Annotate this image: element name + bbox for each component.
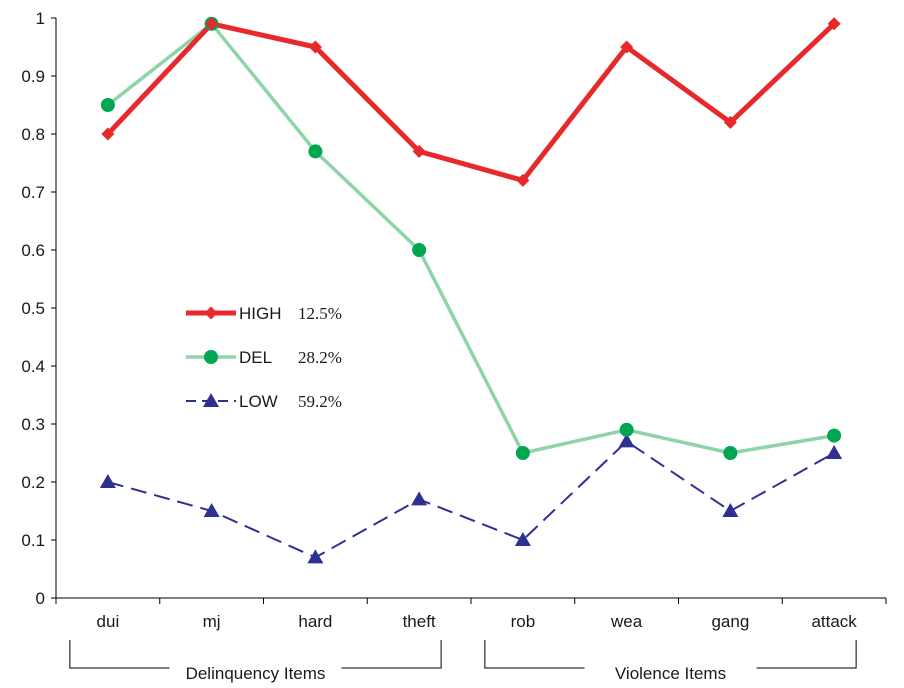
point-del-wea [619, 422, 634, 437]
point-del-theft [412, 243, 427, 257]
legend-percent-low: 59.2% [298, 392, 342, 411]
legend-label-low: LOW [239, 392, 278, 411]
point-high-dui [101, 127, 115, 141]
series-line-del [106, 22, 835, 455]
legend-label-high: HIGH [239, 304, 282, 323]
point-del-rob [515, 446, 530, 460]
series-line-low [107, 440, 835, 559]
point-del-dui [100, 98, 115, 112]
y-tick-label: 0 [36, 589, 45, 608]
legend-item-low: LOW 59.2% [186, 392, 342, 411]
legend-marker-high [204, 306, 218, 320]
x-tick-label-mj: mj [203, 612, 221, 631]
group-brackets: Delinquency Items Violence Items [69, 640, 857, 683]
legend-marker-low [203, 393, 219, 407]
x-tick-label-attack: attack [811, 612, 857, 631]
point-del-hard [308, 144, 323, 159]
group-bracket-left [69, 640, 170, 669]
point-del-attack [827, 428, 842, 443]
point-high-theft [412, 144, 426, 158]
group-bracket-right [756, 640, 857, 669]
legend-percent-del: 28.2% [298, 348, 342, 367]
y-tick-label: 1 [36, 9, 45, 28]
point-high-gang [723, 115, 737, 129]
y-tick-label: 0.3 [21, 415, 45, 434]
legend: HIGH 12.5% DEL 28.2% LOW 59.2% [186, 304, 342, 411]
y-axis: 0 0.1 0.2 0.3 0.4 0.5 0.6 0.7 0.8 0.9 1 [21, 9, 57, 608]
legend-label-del: DEL [239, 348, 272, 367]
legend-item-high: HIGH 12.5% [186, 304, 342, 323]
series-markers [99, 16, 843, 564]
series-lines [106, 21, 836, 559]
point-del-gang [723, 446, 738, 460]
x-tick-label-wea: wea [610, 612, 643, 631]
group-label: Delinquency Items [186, 664, 326, 683]
x-tick-label-rob: rob [511, 612, 536, 631]
point-high-wea [620, 40, 634, 54]
point-low-rob [514, 532, 531, 546]
point-high-hard [308, 40, 322, 54]
point-low-attack [826, 445, 843, 459]
group-bracket-right [341, 640, 442, 669]
x-axis: dui mj hard theft rob wea gang attack [55, 597, 887, 631]
point-high-attack [827, 17, 841, 31]
y-tick-label: 0.4 [21, 357, 45, 376]
y-tick-label: 0.2 [21, 473, 45, 492]
series-line-high [106, 21, 836, 183]
point-high-mj [205, 17, 219, 31]
x-tick-label-theft: theft [403, 612, 436, 631]
point-low-hard [307, 549, 324, 564]
y-tick-label: 0.5 [21, 299, 45, 318]
point-low-gang [722, 503, 739, 517]
legend-item-del: DEL 28.2% [186, 348, 342, 367]
y-tick-label: 0.8 [21, 125, 45, 144]
point-low-mj [203, 503, 220, 517]
group-label: Violence Items [615, 664, 726, 683]
point-low-dui [99, 474, 116, 488]
y-tick-label: 0.1 [21, 531, 45, 550]
group-bracket-left [484, 640, 585, 669]
point-low-wea [618, 433, 635, 448]
point-high-rob [516, 173, 530, 187]
legend-marker-del [204, 350, 218, 364]
point-low-theft [411, 491, 428, 506]
y-tick-label: 0.9 [21, 67, 45, 86]
x-tick-label-hard: hard [298, 612, 332, 631]
legend-percent-high: 12.5% [298, 304, 342, 323]
x-tick-label-dui: dui [97, 612, 120, 631]
y-tick-label: 0.7 [21, 183, 45, 202]
x-tick-label-gang: gang [711, 612, 749, 631]
y-tick-label: 0.6 [21, 241, 45, 260]
